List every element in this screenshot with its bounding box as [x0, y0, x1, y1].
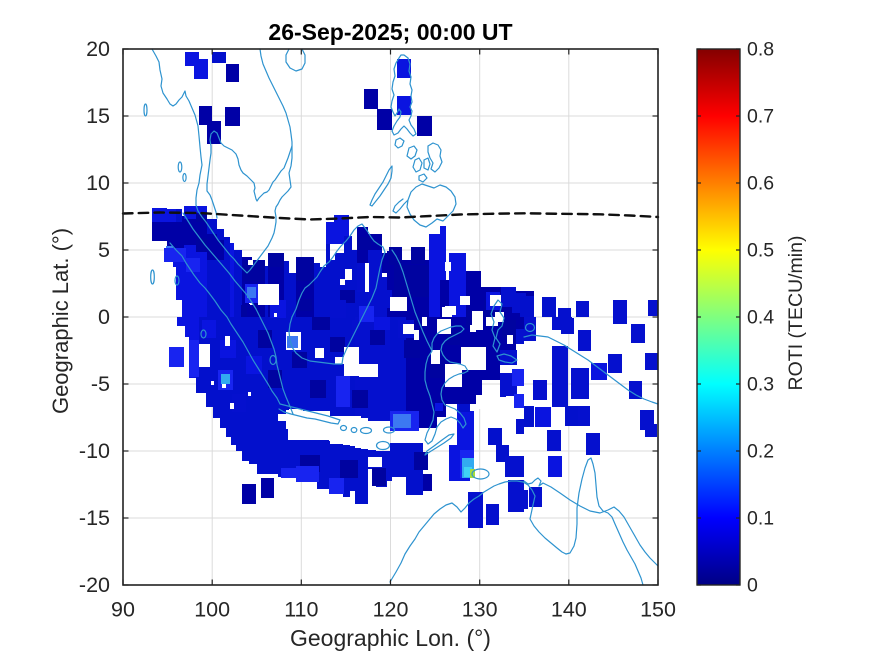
svg-text:0: 0 [98, 305, 110, 329]
svg-text:ROTI (TECU/min): ROTI (TECU/min) [785, 236, 807, 391]
svg-text:90: 90 [111, 598, 135, 622]
svg-text:0.1: 0.1 [747, 508, 774, 530]
svg-text:-5: -5 [91, 372, 110, 396]
svg-text:0: 0 [747, 575, 758, 597]
svg-text:100: 100 [194, 598, 230, 622]
svg-text:26-Sep-2025; 00:00 UT: 26-Sep-2025; 00:00 UT [268, 19, 512, 45]
svg-text:0.6: 0.6 [747, 173, 774, 195]
svg-text:150: 150 [640, 598, 676, 622]
svg-text:10: 10 [86, 171, 110, 195]
svg-text:120: 120 [373, 598, 409, 622]
svg-text:110: 110 [284, 598, 318, 622]
svg-text:0.2: 0.2 [747, 441, 774, 463]
svg-text:-10: -10 [79, 439, 110, 463]
svg-text:15: 15 [86, 104, 110, 128]
svg-text:Geographic Lat. (°): Geographic Lat. (°) [48, 228, 73, 414]
svg-text:0.4: 0.4 [747, 307, 774, 329]
svg-text:5: 5 [98, 238, 110, 262]
svg-text:0.3: 0.3 [747, 374, 774, 396]
svg-text:Geographic Lon. (°): Geographic Lon. (°) [290, 625, 491, 651]
svg-text:0.8: 0.8 [747, 39, 774, 61]
svg-text:140: 140 [551, 598, 587, 622]
svg-text:20: 20 [86, 37, 110, 61]
svg-text:0.5: 0.5 [747, 240, 774, 262]
svg-text:-20: -20 [79, 573, 110, 597]
svg-text:0.7: 0.7 [747, 106, 774, 128]
svg-text:130: 130 [462, 598, 498, 622]
svg-text:-15: -15 [79, 506, 110, 530]
